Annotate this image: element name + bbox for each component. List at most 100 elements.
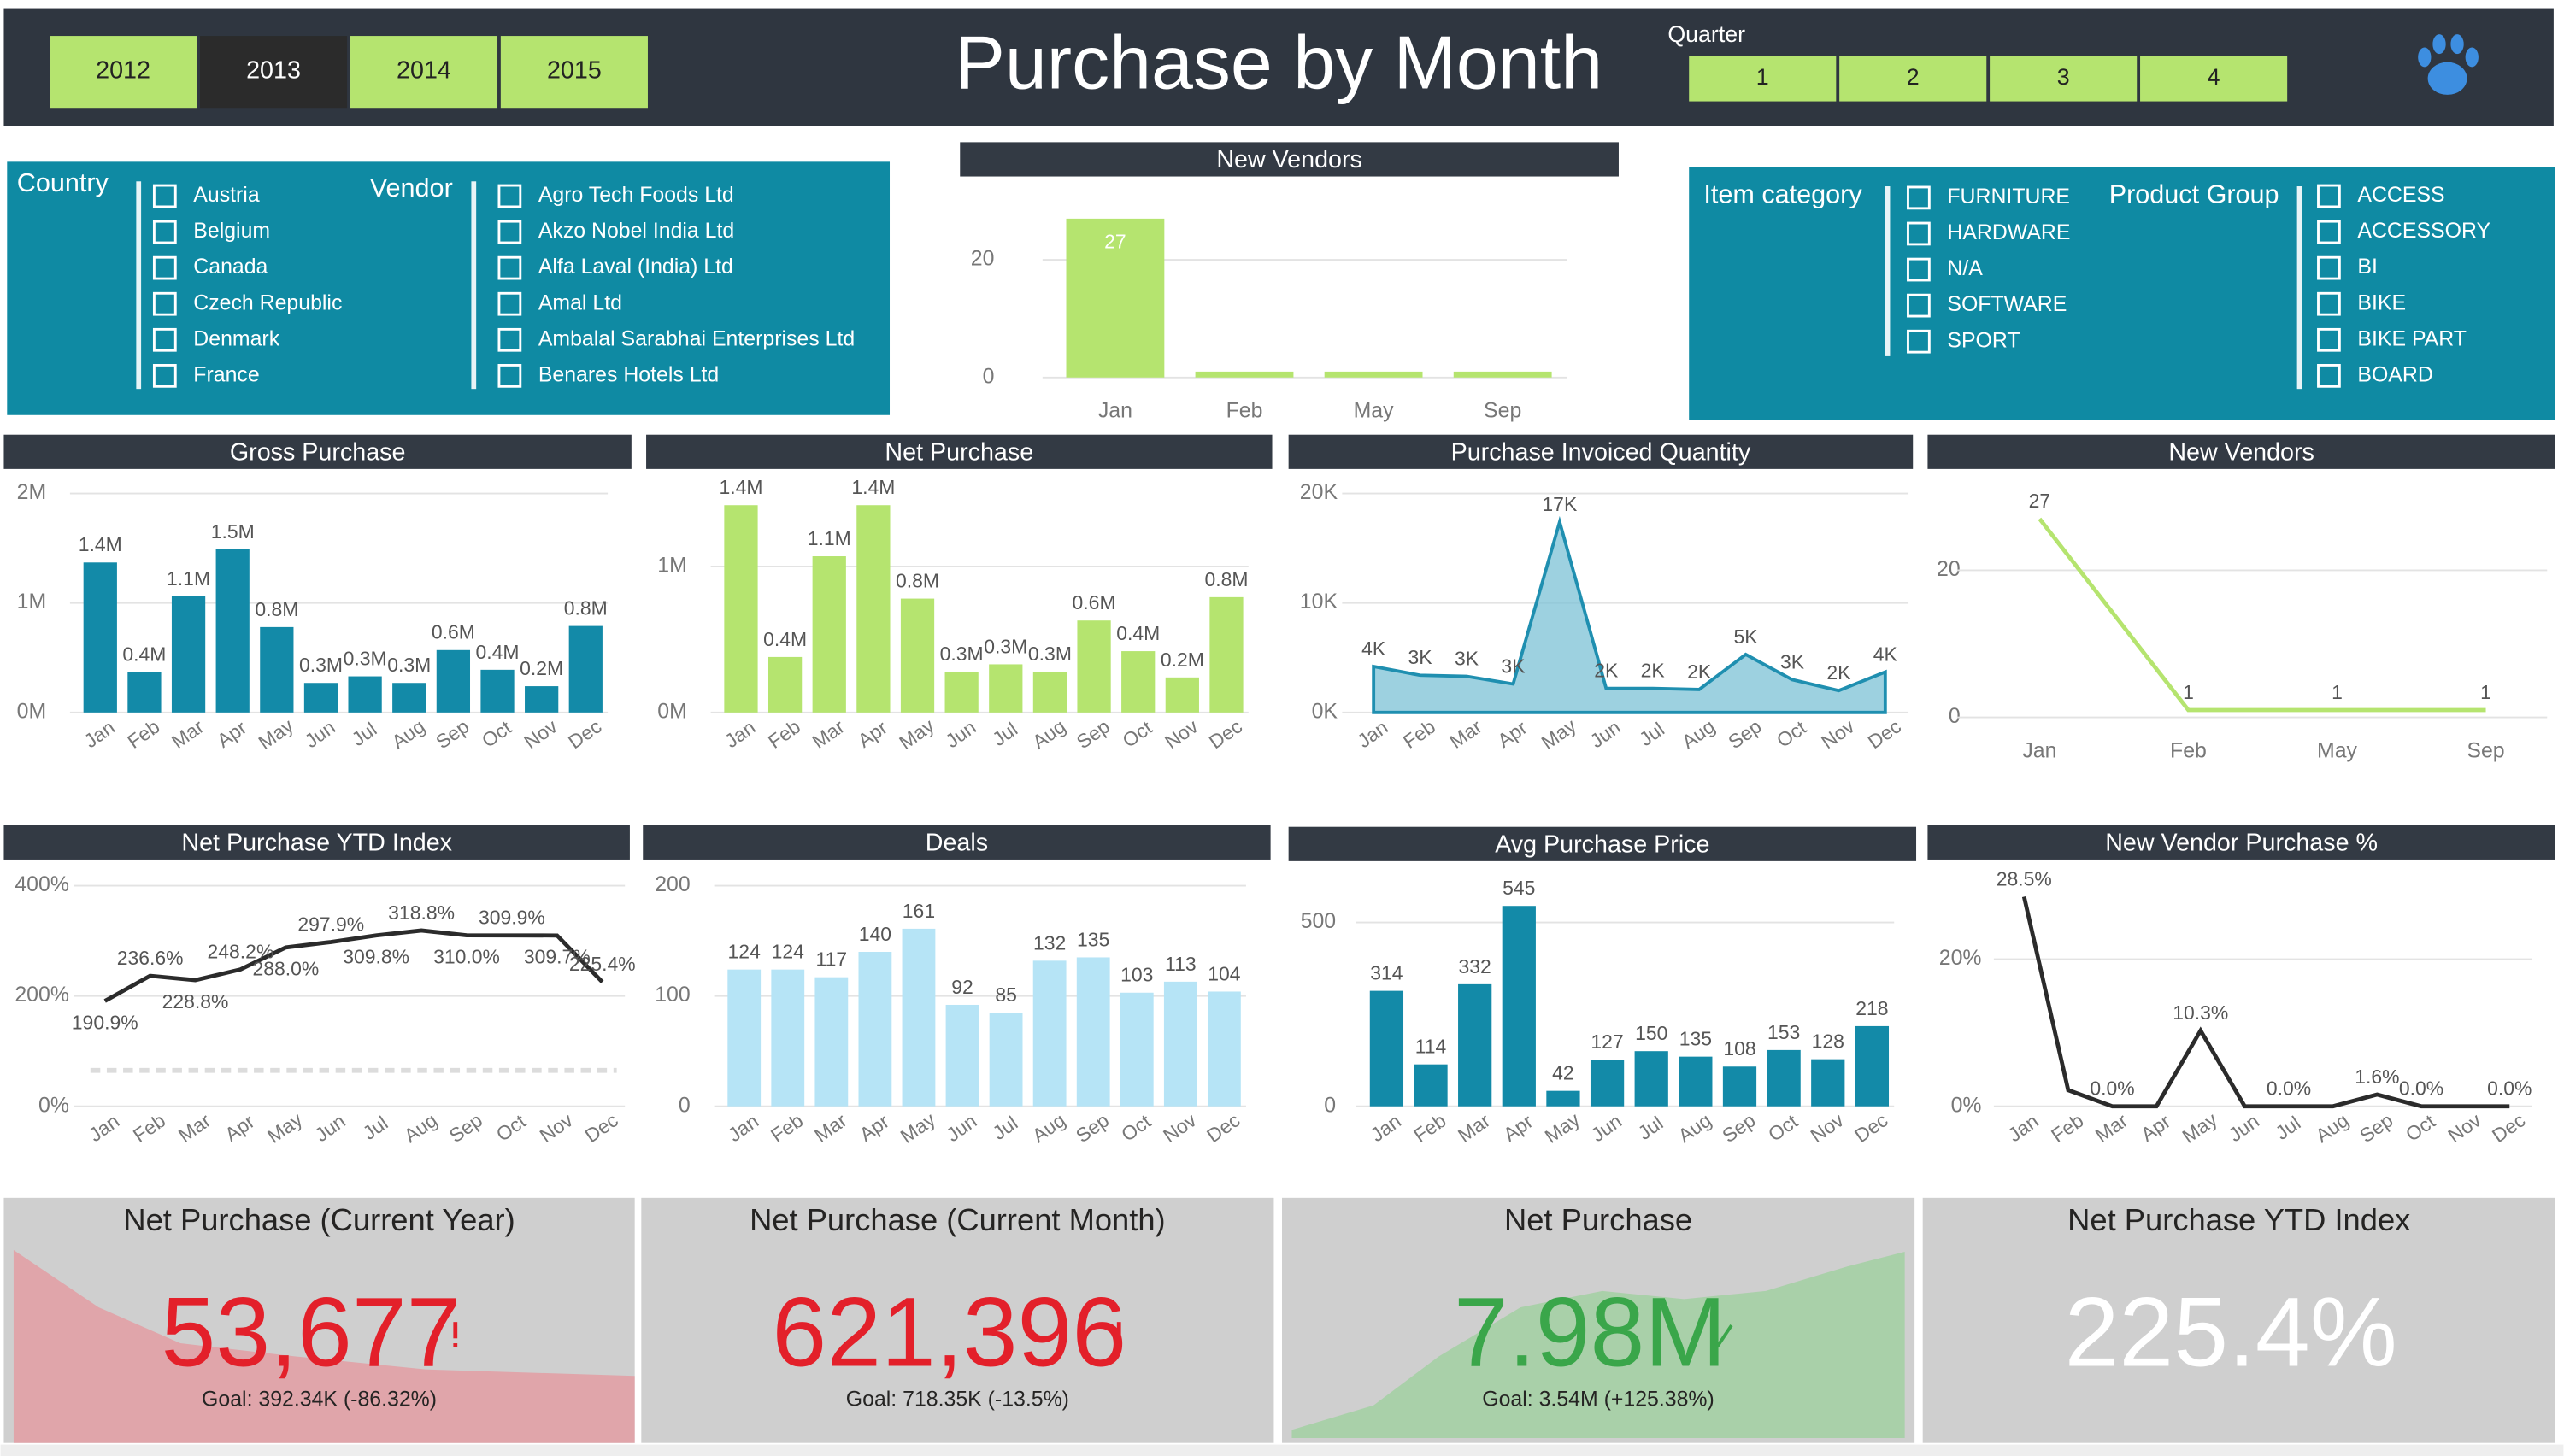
data-label: 27: [1104, 231, 1126, 253]
kpi-alert-icon: [453, 1322, 458, 1339]
slicer-checkbox[interactable]: [152, 220, 177, 244]
quarter-button-label[interactable]: 2: [1907, 64, 1920, 90]
slicer-item[interactable]: Denmark: [193, 326, 279, 350]
year-button-label[interactable]: 2013: [246, 57, 301, 85]
kpi-alert-icon: [1116, 1343, 1121, 1347]
data-label: 0.4M: [1116, 622, 1160, 644]
quarter-button[interactable]: [2140, 56, 2288, 102]
year-button[interactable]: [50, 36, 197, 109]
slicer-item[interactable]: SPORT: [1947, 328, 2020, 352]
quarter-button[interactable]: [1839, 56, 1987, 102]
data-label: 42: [1552, 1062, 1574, 1084]
slicer-item[interactable]: Benares Hotels Ltd: [538, 362, 719, 386]
slicer-item[interactable]: Agro Tech Foods Ltd: [538, 183, 734, 207]
slicer-checkbox[interactable]: [1907, 293, 1931, 318]
slicer-checkbox[interactable]: [152, 184, 177, 208]
slicer-checkbox[interactable]: [497, 255, 522, 280]
slicer-item[interactable]: ACCESSORY: [2357, 219, 2490, 243]
year-button[interactable]: [199, 36, 348, 109]
chart-title: Avg Purchase Price: [1495, 831, 1709, 858]
bar: [944, 671, 979, 713]
quarter-button-label[interactable]: 1: [1756, 64, 1769, 90]
quarter-button-label[interactable]: 3: [2057, 64, 2070, 90]
slicer-checkbox[interactable]: [2317, 184, 2341, 208]
slicer-item[interactable]: BOARD: [2357, 362, 2432, 386]
page-title: Purchase by Month: [955, 21, 1602, 105]
slicer-checkbox[interactable]: [2317, 291, 2341, 316]
slicer-item[interactable]: N/A: [1947, 256, 1983, 280]
slicer-item[interactable]: Czech Republic: [193, 291, 342, 314]
slicer-title: Product Group: [2109, 180, 2279, 209]
slicer-item[interactable]: Belgium: [193, 219, 270, 243]
slicer-item[interactable]: BI: [2357, 255, 2378, 279]
data-label: 1.1M: [167, 567, 210, 590]
slicer-item[interactable]: Akzo Nobel India Ltd: [538, 219, 734, 243]
data-label: 1.5M: [211, 520, 255, 543]
bar: [767, 656, 803, 713]
slicer-item[interactable]: HARDWARE: [1947, 220, 2070, 244]
slicer-item[interactable]: ACCESS: [2357, 183, 2444, 207]
slicer-checkbox[interactable]: [497, 364, 522, 388]
slicer-item[interactable]: BIKE: [2357, 291, 2406, 314]
slicer-item[interactable]: FURNITURE: [1947, 185, 2070, 208]
slicer-checkbox[interactable]: [2317, 364, 2341, 388]
slicer-checkbox[interactable]: [497, 220, 522, 244]
slicer-title: Vendor: [370, 173, 453, 203]
bar: [1121, 651, 1156, 713]
slicer-checkbox[interactable]: [2317, 327, 2341, 352]
year-button-label[interactable]: 2014: [397, 57, 451, 85]
chart-title: Gross Purchase: [230, 438, 406, 466]
quarter-button-label[interactable]: 4: [2208, 64, 2220, 90]
quarter-button[interactable]: [1689, 56, 1837, 102]
slicer-checkbox[interactable]: [152, 327, 177, 352]
slicer-checkbox[interactable]: [497, 291, 522, 316]
slicer-checkbox[interactable]: [152, 291, 177, 316]
data-label: 314: [1370, 962, 1403, 984]
slicer-item[interactable]: Amal Ltd: [538, 291, 622, 314]
year-button[interactable]: [350, 36, 498, 109]
x-tick-label: Feb: [2170, 738, 2207, 762]
slicer-item[interactable]: BIKE PART: [2357, 326, 2467, 350]
data-label: 113: [1165, 953, 1197, 975]
slicer-checkbox[interactable]: [1907, 221, 1931, 246]
bar: [945, 1004, 979, 1107]
chart-title: Net Purchase YTD Index: [181, 829, 452, 856]
slicer-item[interactable]: France: [193, 362, 259, 386]
slicer-item[interactable]: Austria: [193, 183, 260, 207]
year-button-label[interactable]: 2015: [547, 57, 602, 85]
slicer-item[interactable]: SOFTWARE: [1947, 292, 2067, 316]
slicer-divider: [136, 181, 142, 390]
slicer-checkbox[interactable]: [1907, 257, 1931, 282]
data-label: 1.4M: [79, 533, 122, 555]
kpi-title: Net Purchase (Current Year): [123, 1202, 515, 1237]
slicer-checkbox[interactable]: [1907, 185, 1931, 210]
y-tick-label: 10K: [1300, 590, 1338, 614]
quarter-button[interactable]: [1990, 56, 2138, 102]
slicer-item[interactable]: Alfa Laval (India) Ltd: [538, 255, 733, 279]
data-label: 0.8M: [896, 570, 939, 592]
data-label: 0.0%: [2090, 1077, 2134, 1100]
slicer-item[interactable]: Canada: [193, 255, 268, 279]
data-label: 27: [2029, 490, 2051, 512]
slicer-checkbox[interactable]: [497, 184, 522, 208]
data-label: 248.2%: [208, 940, 274, 962]
slicer-checkbox[interactable]: [1907, 329, 1931, 354]
bar: [1590, 1060, 1625, 1107]
slicer-checkbox[interactable]: [2317, 255, 2341, 280]
slicer-item[interactable]: Ambalal Sarabhai Enterprises Ltd: [538, 326, 855, 350]
slicer-checkbox[interactable]: [497, 327, 522, 352]
slicer-checkbox[interactable]: [152, 364, 177, 388]
kpi-title: Net Purchase (Current Month): [750, 1202, 1166, 1237]
kpi-sparkline: [13, 1250, 635, 1443]
slicer-title: Item category: [1703, 180, 1862, 209]
data-label: 3K: [1408, 646, 1433, 668]
chart-title: Net Purchase: [885, 438, 1033, 466]
kpi-check-icon: [1710, 1324, 1733, 1348]
bar: [1076, 957, 1110, 1107]
year-button[interactable]: [500, 36, 648, 109]
year-button-label[interactable]: 2012: [96, 57, 150, 85]
slicer-checkbox[interactable]: [2317, 220, 2341, 244]
kpi-goal: Goal: 718.35K (-13.5%): [846, 1388, 1069, 1412]
y-tick-label: 1M: [17, 590, 47, 614]
slicer-checkbox[interactable]: [152, 255, 177, 280]
